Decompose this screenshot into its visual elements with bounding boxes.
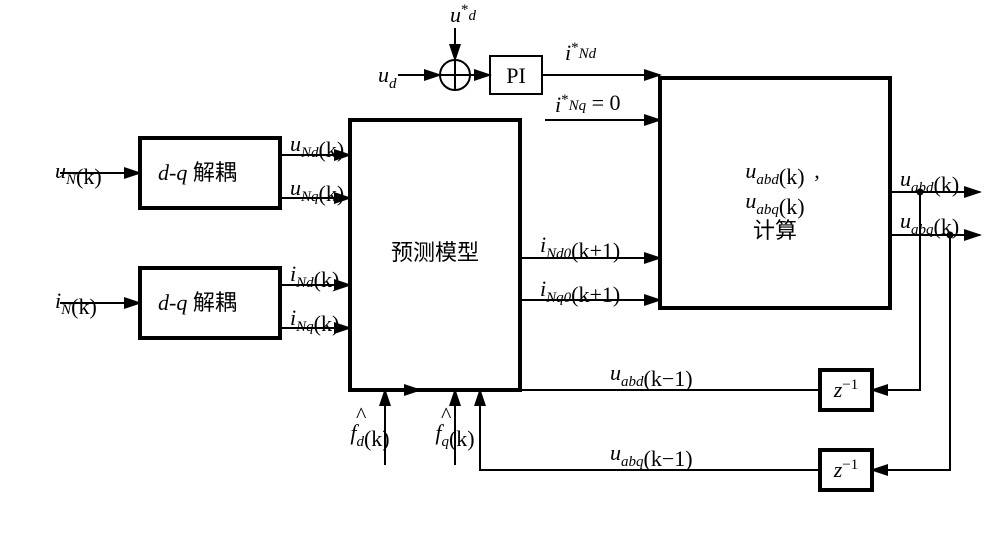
svg-text:uN(k): uN(k) <box>55 158 102 189</box>
svg-text:uNd(k): uNd(k) <box>290 131 344 162</box>
svg-text:uabd(k−1): uabd(k−1) <box>610 360 693 391</box>
svg-text:iN(k): iN(k) <box>55 288 97 319</box>
svg-text:计算: 计算 <box>753 218 797 243</box>
svg-text:,: , <box>814 158 820 183</box>
svg-text:预测模型: 预测模型 <box>391 240 479 265</box>
svg-text:i*Nd: i*Nd <box>565 40 597 65</box>
svg-text:d-q 解耦: d-q 解耦 <box>158 160 237 185</box>
svg-text:iNd(k): iNd(k) <box>290 261 339 292</box>
svg-text:^: ^ <box>441 402 452 427</box>
svg-text:^: ^ <box>356 402 367 427</box>
svg-text:iNq0(k+1): iNq0(k+1) <box>540 276 620 307</box>
svg-text:PI: PI <box>506 63 526 88</box>
svg-text:ud: ud <box>378 62 397 92</box>
svg-text:i*Nq = 0: i*Nq = 0 <box>555 90 621 117</box>
svg-text:iNd0(k+1): iNd0(k+1) <box>540 232 620 263</box>
svg-text:d-q 解耦: d-q 解耦 <box>158 290 237 315</box>
svg-text:uNq(k): uNq(k) <box>290 175 344 206</box>
block-diagram: d-q 解耦d-q 解耦预测模型PIuabd(k),uabq(k)计算z−1z−… <box>0 0 1000 534</box>
svg-text:u*d: u*d <box>450 2 477 27</box>
svg-text:uabq(k−1): uabq(k−1) <box>610 440 693 471</box>
svg-text:iNq(k): iNq(k) <box>290 305 339 336</box>
